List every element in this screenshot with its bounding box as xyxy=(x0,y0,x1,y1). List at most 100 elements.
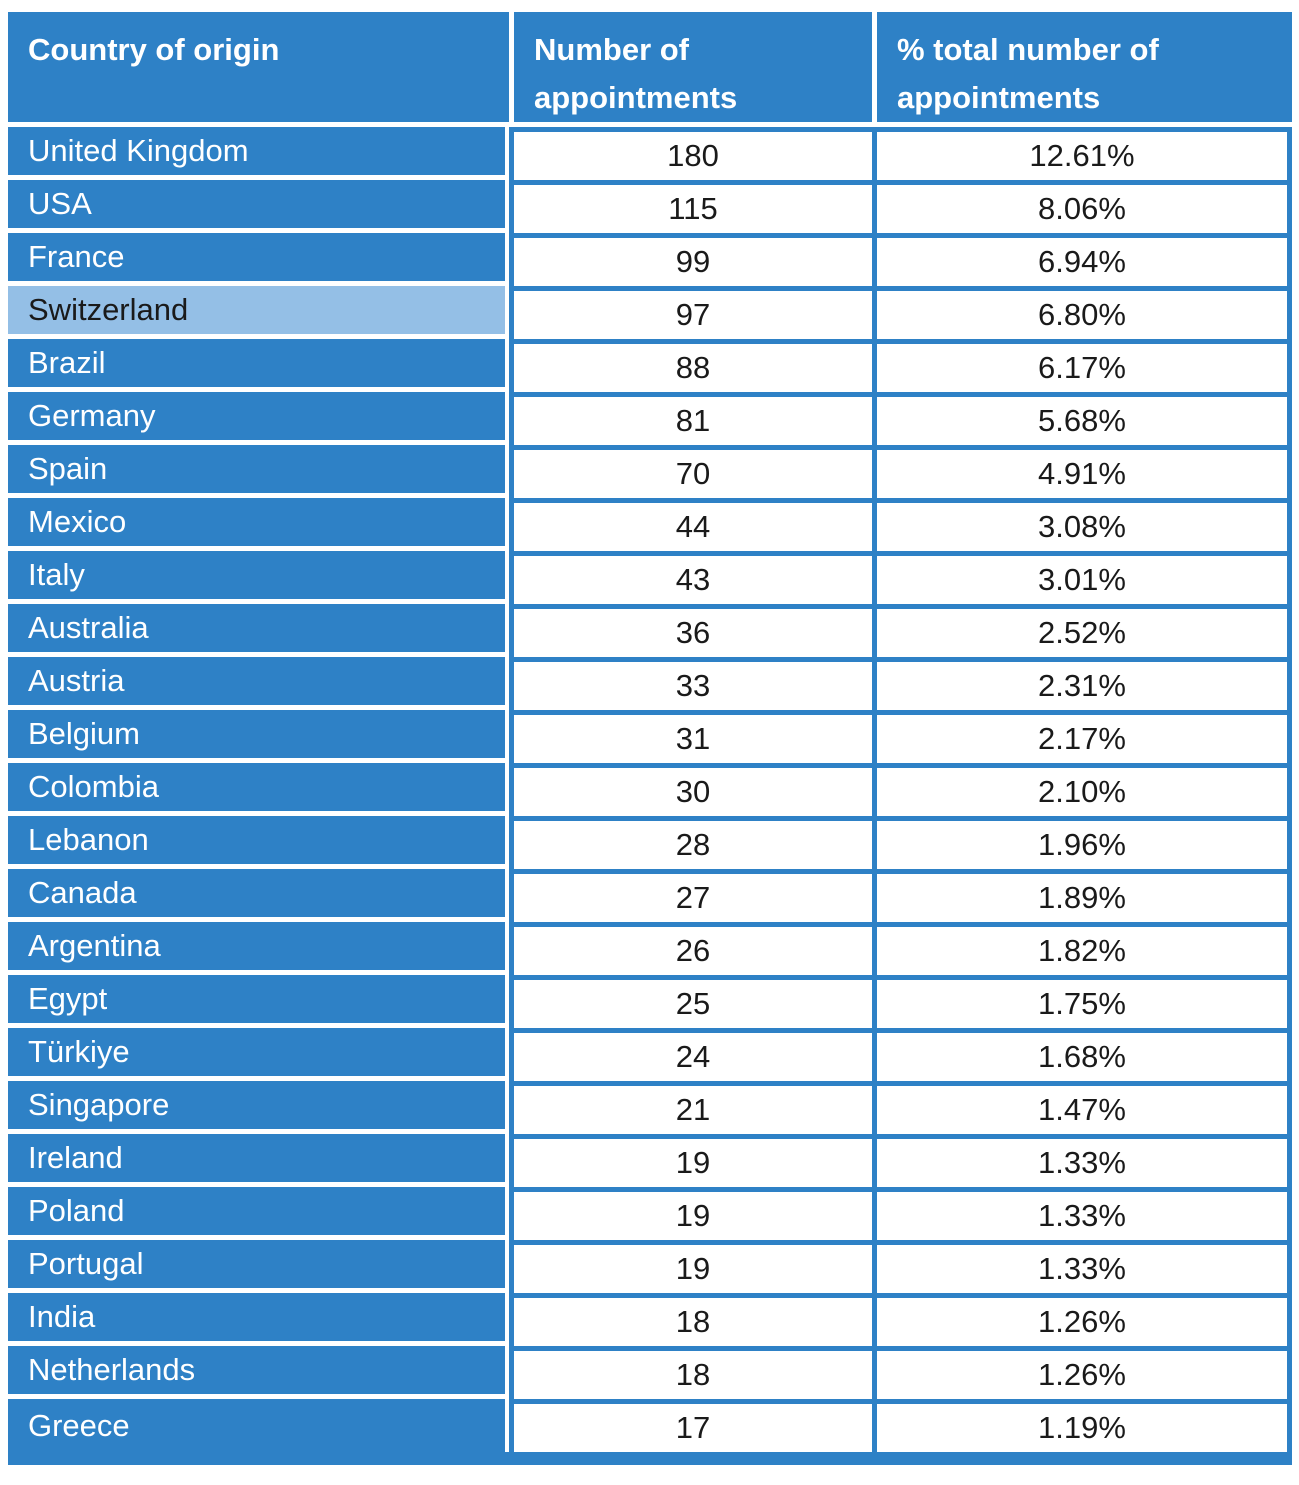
table-row: Spain 70 4.91% xyxy=(8,445,1292,499)
table-body: United Kingdom 180 12.61% USA 115 8.06% France… xyxy=(8,127,1292,1453)
table-row: Ireland 19 1.33% xyxy=(8,1134,1292,1188)
table-row: France 99 6.94% xyxy=(8,233,1292,287)
appointments-table: Country of origin Number of appointments… xyxy=(8,12,1292,1466)
table-row: Netherlands 18 1.26% xyxy=(8,1346,1292,1400)
appointments-count-cell: 44 xyxy=(509,498,872,552)
appointments-count-cell: 81 xyxy=(509,392,872,446)
appointments-percent-cell: 2.52% xyxy=(872,604,1292,658)
appointments-percent-cell: 1.26% xyxy=(872,1293,1292,1347)
appointments-percent-cell: 12.61% xyxy=(872,127,1292,181)
appointments-count-cell: 18 xyxy=(509,1293,872,1347)
country-cell: Belgium xyxy=(8,710,509,764)
country-cell: Lebanon xyxy=(8,816,509,870)
table-row: Greece 17 1.19% xyxy=(8,1399,1292,1453)
appointments-count-cell: 19 xyxy=(509,1187,872,1241)
country-cell: Portugal xyxy=(8,1240,509,1294)
appointments-percent-cell: 1.96% xyxy=(872,816,1292,870)
appointments-count-cell: 99 xyxy=(509,233,872,287)
country-cell: Spain xyxy=(8,445,509,499)
country-cell: Poland xyxy=(8,1187,509,1241)
country-cell: Colombia xyxy=(8,763,509,817)
table-row: Switzerland 97 6.80% xyxy=(8,286,1292,340)
column-header-percent: % total number of appointments xyxy=(872,12,1292,128)
table-header: Country of origin Number of appointments… xyxy=(8,12,1292,128)
appointments-percent-cell: 2.31% xyxy=(872,657,1292,711)
appointments-percent-cell: 6.94% xyxy=(872,233,1292,287)
appointments-count-cell: 28 xyxy=(509,816,872,870)
country-cell: Argentina xyxy=(8,922,509,976)
appointments-percent-cell: 6.80% xyxy=(872,286,1292,340)
country-cell: Switzerland xyxy=(8,286,509,340)
appointments-percent-cell: 2.10% xyxy=(872,763,1292,817)
table-row: Austria 33 2.31% xyxy=(8,657,1292,711)
appointments-percent-cell: 4.91% xyxy=(872,445,1292,499)
country-cell: India xyxy=(8,1293,509,1347)
appointments-percent-cell: 1.33% xyxy=(872,1240,1292,1294)
table-row: Lebanon 28 1.96% xyxy=(8,816,1292,870)
appointments-count-cell: 31 xyxy=(509,710,872,764)
appointments-count-cell: 24 xyxy=(509,1028,872,1082)
appointments-count-cell: 18 xyxy=(509,1346,872,1400)
appointments-count-cell: 25 xyxy=(509,975,872,1029)
country-cell: Singapore xyxy=(8,1081,509,1135)
country-cell: Türkiye xyxy=(8,1028,509,1082)
appointments-count-cell: 27 xyxy=(509,869,872,923)
country-cell: United Kingdom xyxy=(8,127,509,181)
appointments-percent-cell: 1.19% xyxy=(872,1399,1292,1453)
table-row: Australia 36 2.52% xyxy=(8,604,1292,658)
table-row: Argentina 26 1.82% xyxy=(8,922,1292,976)
table-row: Mexico 44 3.08% xyxy=(8,498,1292,552)
appointments-count-cell: 17 xyxy=(509,1399,872,1453)
country-cell: Canada xyxy=(8,869,509,923)
table-row: Poland 19 1.33% xyxy=(8,1187,1292,1241)
table-row: Canada 27 1.89% xyxy=(8,869,1292,923)
table-row: Germany 81 5.68% xyxy=(8,392,1292,446)
appointments-percent-cell: 1.33% xyxy=(872,1187,1292,1241)
appointments-count-cell: 43 xyxy=(509,551,872,605)
appointments-count-cell: 88 xyxy=(509,339,872,393)
appointments-count-cell: 33 xyxy=(509,657,872,711)
appointments-percent-cell: 2.17% xyxy=(872,710,1292,764)
header-row: Country of origin Number of appointments… xyxy=(8,12,1292,128)
appointments-percent-cell: 3.08% xyxy=(872,498,1292,552)
appointments-count-cell: 19 xyxy=(509,1240,872,1294)
appointments-percent-cell: 1.75% xyxy=(872,975,1292,1029)
appointments-count-cell: 36 xyxy=(509,604,872,658)
table-row: Italy 43 3.01% xyxy=(8,551,1292,605)
appointments-count-cell: 115 xyxy=(509,180,872,234)
column-header-country: Country of origin xyxy=(8,12,509,128)
country-cell: USA xyxy=(8,180,509,234)
appointments-percent-cell: 1.26% xyxy=(872,1346,1292,1400)
table-row: USA 115 8.06% xyxy=(8,180,1292,234)
appointments-percent-cell: 6.17% xyxy=(872,339,1292,393)
appointments-count-cell: 97 xyxy=(509,286,872,340)
appointments-percent-cell: 8.06% xyxy=(872,180,1292,234)
appointments-percent-cell: 1.68% xyxy=(872,1028,1292,1082)
country-cell: Ireland xyxy=(8,1134,509,1188)
appointments-percent-cell: 5.68% xyxy=(872,392,1292,446)
table-row: Egypt 25 1.75% xyxy=(8,975,1292,1029)
table-row: United Kingdom 180 12.61% xyxy=(8,127,1292,181)
appointments-count-cell: 180 xyxy=(509,127,872,181)
country-cell: Germany xyxy=(8,392,509,446)
appointments-count-cell: 30 xyxy=(509,763,872,817)
country-cell: Austria xyxy=(8,657,509,711)
column-header-appointments: Number of appointments xyxy=(509,12,872,128)
table-row: Singapore 21 1.47% xyxy=(8,1081,1292,1135)
table-row: Brazil 88 6.17% xyxy=(8,339,1292,393)
country-cell: Mexico xyxy=(8,498,509,552)
table-row: Colombia 30 2.10% xyxy=(8,763,1292,817)
appointments-percent-cell: 1.89% xyxy=(872,869,1292,923)
appointments-percent-cell: 3.01% xyxy=(872,551,1292,605)
appointments-count-cell: 21 xyxy=(509,1081,872,1135)
country-cell: Australia xyxy=(8,604,509,658)
country-cell: France xyxy=(8,233,509,287)
table-row: Türkiye 24 1.68% xyxy=(8,1028,1292,1082)
table-row: Belgium 31 2.17% xyxy=(8,710,1292,764)
country-cell: Brazil xyxy=(8,339,509,393)
table-row: Portugal 19 1.33% xyxy=(8,1240,1292,1294)
country-cell: Greece xyxy=(8,1399,509,1453)
appointments-count-cell: 19 xyxy=(509,1134,872,1188)
country-appointments-table: Country of origin Number of appointments… xyxy=(8,12,1292,1453)
